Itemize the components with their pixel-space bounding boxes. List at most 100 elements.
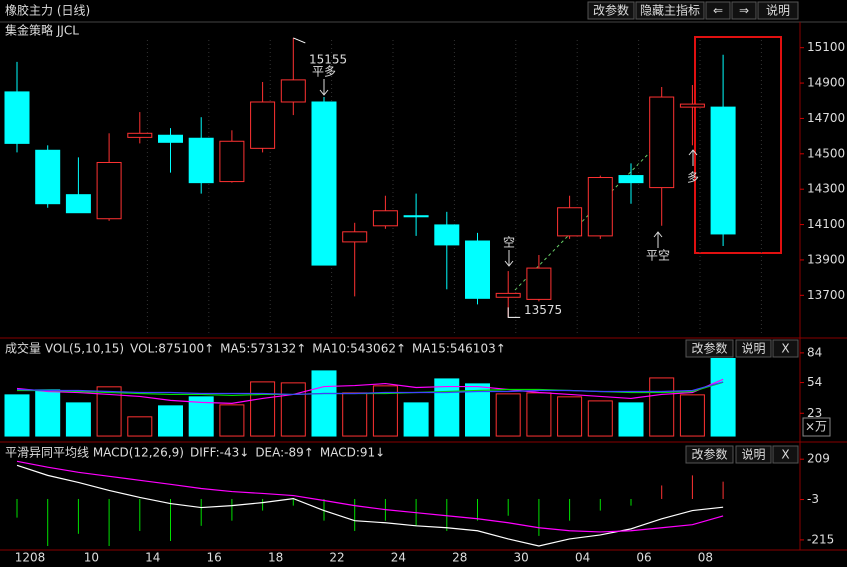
candle-body	[219, 140, 245, 183]
button[interactable]: 隐藏主指标	[635, 1, 705, 20]
y-tick-label: -215	[807, 532, 834, 546]
plot: 改参数 隐藏主指标 ⇐ ⇒ 说明1370013900141001430014500147…	[4, 1, 845, 565]
volume-bar	[679, 394, 705, 437]
button-box[interactable]	[705, 1, 731, 20]
button-box[interactable]	[587, 1, 635, 20]
button-label[interactable]: ⇒	[739, 4, 749, 18]
volume-bar	[403, 402, 429, 437]
volume-bar	[4, 394, 30, 437]
volume-bar	[65, 402, 91, 437]
y-tick-label: -3	[807, 492, 819, 506]
y-tick-label: 14500	[807, 146, 845, 160]
volume-bar	[372, 385, 398, 437]
button-box[interactable]	[735, 445, 772, 464]
button[interactable]: 改参数	[685, 445, 734, 464]
volume-bar	[219, 404, 245, 437]
y-tick-label: 84	[807, 345, 822, 359]
chart-subtitle: 集金策略 JJCL	[5, 23, 79, 38]
x-tick-label: 14	[145, 551, 160, 565]
candle-body	[158, 134, 183, 143]
candle-body	[618, 175, 644, 184]
candle-body	[188, 137, 214, 184]
button[interactable]: 说明	[735, 445, 772, 464]
volume-bar	[250, 381, 276, 437]
volume-bar	[311, 370, 337, 437]
x-tick-label: 24	[391, 551, 406, 565]
button[interactable]: X	[772, 339, 799, 358]
candle-body	[4, 91, 30, 144]
signal-arrow	[319, 79, 329, 96]
button[interactable]: 改参数	[587, 1, 635, 20]
button-label[interactable]: ⇐	[713, 4, 723, 18]
legend-entry: VOL:875100↑	[130, 342, 214, 356]
button[interactable]: 说明	[757, 1, 799, 20]
volume-bar	[526, 392, 552, 437]
low-label: 13575	[524, 303, 562, 317]
candle-body	[311, 101, 337, 266]
signal-label: 多	[687, 171, 699, 185]
button-box[interactable]	[731, 1, 757, 20]
volume-bar	[495, 393, 521, 437]
button-label[interactable]: X	[781, 448, 789, 462]
button-label[interactable]: 说明	[741, 341, 765, 356]
button[interactable]: 说明	[735, 339, 772, 358]
macd-line	[16, 464, 724, 547]
button-box[interactable]	[757, 1, 799, 20]
volume-bar	[188, 396, 214, 437]
volume-bar	[587, 400, 613, 437]
volume-bar	[35, 389, 61, 437]
button[interactable]: X	[772, 445, 799, 464]
candle-body	[495, 292, 521, 298]
candle-body	[342, 231, 368, 243]
y-tick-label: 14100	[807, 217, 845, 231]
button-box[interactable]	[735, 339, 772, 358]
signal-arrow	[504, 250, 514, 267]
volume-bar	[342, 392, 368, 437]
button-label[interactable]: 说明	[741, 447, 765, 462]
ma-line	[16, 378, 724, 404]
unit-label: ×万	[805, 420, 827, 434]
button-label[interactable]: 改参数	[691, 341, 727, 356]
volume-bar	[280, 382, 306, 437]
legend-entry: MACD:91↓	[320, 446, 385, 460]
candle-body	[465, 240, 490, 299]
y-tick-label: 14700	[807, 111, 845, 125]
candle-body	[587, 177, 613, 237]
button-label[interactable]: 改参数	[691, 447, 727, 462]
signal-arrow	[653, 231, 663, 248]
volume-bar	[557, 396, 583, 437]
ma-line	[16, 381, 724, 396]
volume-bar	[649, 377, 675, 437]
x-tick-label: 18	[268, 551, 283, 565]
legend-entry: 平滑异同平均线 MACD(12,26,9)	[5, 446, 184, 460]
legend-entry: DIFF:-43↓	[190, 446, 249, 460]
button-box[interactable]	[635, 1, 705, 20]
volume-bar	[710, 358, 736, 437]
button[interactable]: 改参数	[685, 339, 734, 358]
x-tick-label: 30	[514, 551, 529, 565]
y-tick-label: 54	[807, 375, 822, 389]
button-label[interactable]: 隐藏主指标	[640, 3, 700, 18]
button-box[interactable]	[772, 339, 799, 358]
button[interactable]: ⇒	[731, 1, 757, 20]
signal-label: 平空	[646, 249, 670, 263]
button[interactable]: ⇐	[705, 1, 731, 20]
signal-label: 平多	[312, 65, 336, 79]
volume-bars	[4, 358, 736, 437]
y-tick-label: 14900	[807, 76, 845, 90]
candle-body	[526, 267, 552, 300]
candle-body	[557, 207, 583, 237]
signal-label: 空	[503, 236, 515, 250]
high-label: 15155	[309, 53, 347, 67]
candle-body	[649, 96, 675, 189]
x-tick-label: 16	[207, 551, 222, 565]
legend-entry: DEA:-89↑	[255, 446, 314, 460]
button-label[interactable]: X	[781, 342, 789, 356]
button-box[interactable]	[685, 339, 734, 358]
x-tick-label: 22	[329, 551, 344, 565]
button-label[interactable]: 改参数	[593, 3, 629, 18]
button-box[interactable]	[685, 445, 734, 464]
candle-body	[710, 106, 736, 235]
button-box[interactable]	[772, 445, 799, 464]
button-label[interactable]: 说明	[766, 3, 790, 18]
